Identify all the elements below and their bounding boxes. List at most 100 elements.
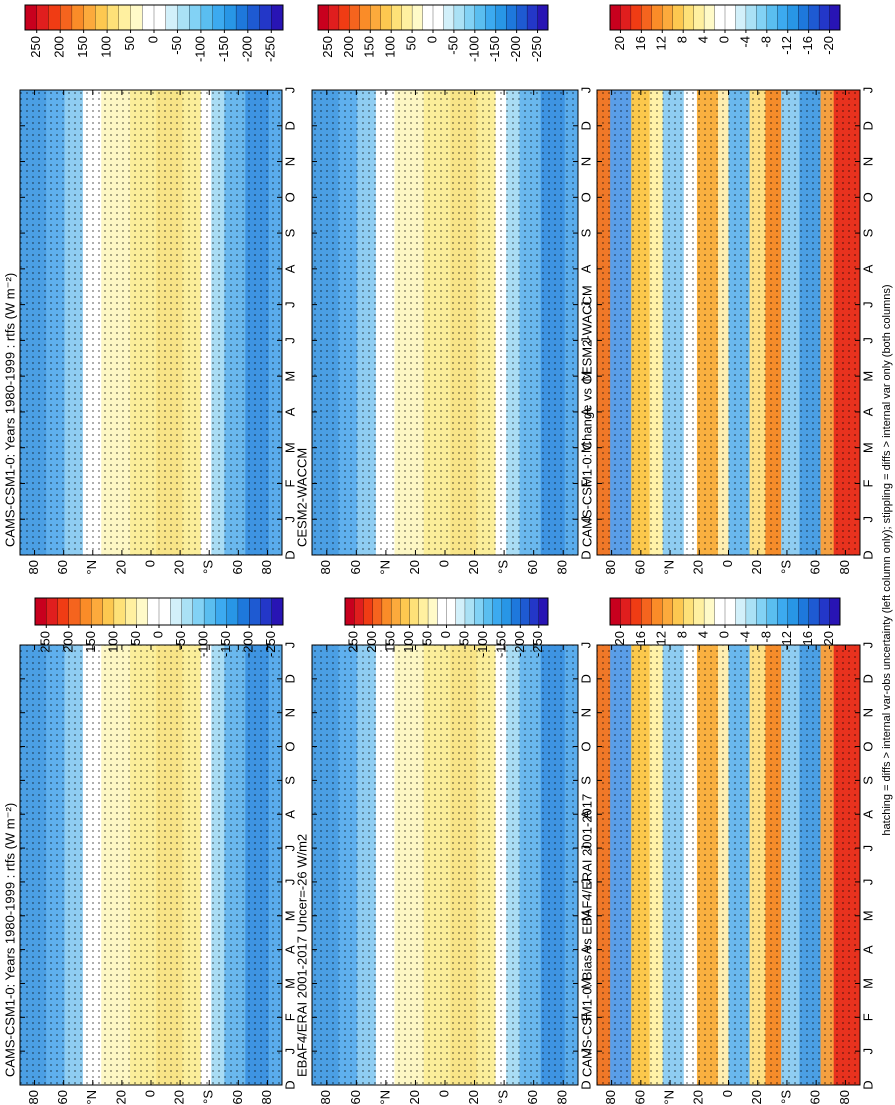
- colorbar-label: -4: [737, 631, 752, 643]
- month-label: D: [860, 1080, 875, 1089]
- colorbar-box: [147, 597, 160, 626]
- colorbar-box: [520, 597, 530, 626]
- colorbar-label: 100: [99, 36, 114, 58]
- lat-label: 20: [466, 560, 481, 574]
- colorbar-box: [756, 4, 768, 31]
- month-label: S: [578, 228, 593, 237]
- colorbar-box: [411, 4, 423, 31]
- lat-label: 60: [632, 560, 647, 574]
- lat-label: 60: [808, 1090, 823, 1104]
- month-label: S: [282, 776, 297, 785]
- month-label: M: [860, 442, 875, 453]
- colorbar-label: -16: [800, 36, 815, 55]
- lat-label: 80: [26, 560, 41, 574]
- month-label: M: [860, 978, 875, 989]
- month-label: M: [578, 442, 593, 453]
- colorbar-box: [651, 597, 663, 626]
- lat-label: 80: [259, 1090, 274, 1104]
- lat-label: 80: [603, 1090, 618, 1104]
- month-label: J: [282, 642, 297, 649]
- colorbar-box: [495, 4, 507, 31]
- lat-label: °S: [778, 1090, 793, 1104]
- stippling: [597, 90, 860, 555]
- month-label: D: [282, 550, 297, 559]
- colorbar-label: 8: [675, 631, 690, 638]
- colorbar-box: [808, 597, 820, 626]
- colorbar-box: [422, 4, 434, 31]
- month-label: D: [282, 674, 297, 683]
- month-label: J: [860, 301, 875, 308]
- month-label: J: [578, 516, 593, 523]
- month-label: J: [860, 642, 875, 649]
- lat-label: 20: [113, 1090, 128, 1104]
- colorbar-box: [57, 597, 70, 626]
- month-label: N: [860, 708, 875, 717]
- stippling: [312, 645, 578, 1085]
- month-label: F: [578, 1013, 593, 1021]
- colorbar-box: [259, 4, 272, 31]
- lat-label: 20: [407, 560, 422, 574]
- lat-label: 80: [837, 1090, 852, 1104]
- colorbar-box: [102, 597, 115, 626]
- lat-label: °N: [661, 560, 676, 575]
- lat-label: 80: [318, 1090, 333, 1104]
- colorbar-box: [177, 4, 190, 31]
- lat-label: 20: [691, 560, 706, 574]
- colorbar-label: -150: [493, 631, 508, 657]
- colorbar-box: [91, 597, 104, 626]
- colorbar-box: [777, 4, 789, 31]
- colorbar-label: -250: [529, 36, 544, 62]
- colorbar-box: [215, 597, 228, 626]
- colorbar-label: -200: [239, 36, 254, 62]
- lat-label: 80: [555, 560, 570, 574]
- colorbar-box: [537, 4, 549, 31]
- colorbar-box: [506, 4, 518, 31]
- colorbar-label: 0: [716, 36, 731, 43]
- colorbar-label: 0: [145, 36, 160, 43]
- month-label: M: [282, 442, 297, 453]
- colorbar-label: -200: [241, 631, 256, 657]
- colorbar-label: -150: [218, 631, 233, 657]
- colorbar-box: [118, 4, 131, 31]
- month-label: A: [578, 945, 593, 954]
- lat-label: 0: [720, 560, 735, 567]
- colorbar-box: [158, 597, 171, 626]
- footnote: hatching = diffs > internal var-obs unce…: [881, 284, 893, 835]
- month-label: J: [860, 337, 875, 344]
- colorbar-box: [79, 597, 92, 626]
- colorbar-label: 12: [654, 631, 669, 645]
- month-label: M: [860, 371, 875, 382]
- month-label: A: [282, 945, 297, 954]
- panel-title: CAMS-CSM1-0: Change vs CESM2-WACCM: [579, 285, 594, 547]
- colorbar-box: [24, 4, 38, 31]
- month-label: J: [282, 337, 297, 344]
- colorbar-label: 250: [320, 36, 335, 58]
- month-label: O: [282, 192, 297, 202]
- month-label: A: [282, 264, 297, 273]
- colorbar-box: [391, 4, 403, 31]
- month-label: O: [860, 192, 875, 202]
- lat-label: 20: [466, 1090, 481, 1104]
- month-label: O: [282, 741, 297, 751]
- colorbar-box: [226, 597, 239, 626]
- month-label: N: [578, 708, 593, 717]
- colorbar-label: -250: [263, 631, 278, 657]
- month-label: J: [578, 337, 593, 344]
- colorbar-label: -250: [263, 36, 278, 62]
- colorbar-label: -50: [173, 631, 188, 650]
- colorbar-box: [249, 597, 261, 626]
- colorbar-box: [662, 4, 674, 31]
- month-label: J: [282, 87, 297, 94]
- colorbar-box: [735, 4, 747, 31]
- colorbar-box: [798, 4, 810, 31]
- colorbar-label: -50: [456, 631, 471, 650]
- colorbar-label: 100: [383, 36, 398, 58]
- month-label: O: [578, 192, 593, 202]
- lat-label: 20: [113, 560, 128, 574]
- colorbar-box: [34, 597, 47, 626]
- colorbar-box: [662, 597, 674, 626]
- month-label: O: [578, 741, 593, 751]
- colorbar-label: 150: [362, 36, 377, 58]
- colorbar-label: 200: [60, 631, 75, 653]
